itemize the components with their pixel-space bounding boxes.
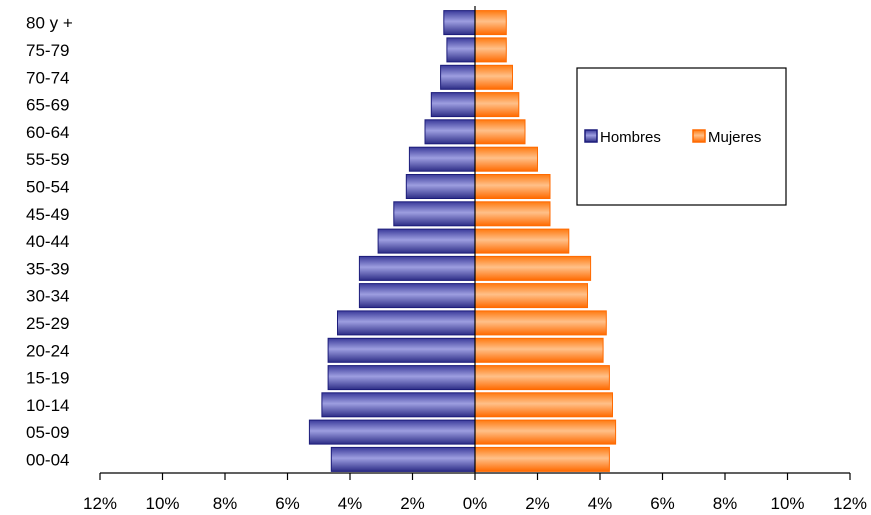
bar-mujeres-30-34 (474, 283, 588, 309)
legend-box (576, 67, 787, 206)
bar-hombres-10-14 (321, 392, 476, 418)
bar-mujeres-25-29 (474, 310, 607, 336)
bar-mujeres-20-24 (474, 337, 604, 363)
bar-mujeres-40-44 (474, 228, 570, 254)
x-tick-label: 6% (275, 494, 300, 513)
bar-hombres-00-04 (330, 446, 476, 472)
category-label: 75-79 (26, 41, 69, 60)
bar-mujeres-05-09 (474, 419, 617, 445)
x-tick-label: 4% (588, 494, 613, 513)
bar-mujeres-15-19 (474, 365, 610, 391)
bar-mujeres-75-79 (474, 37, 507, 63)
category-label: 80 y + (26, 14, 73, 33)
bar-hombres-25-29 (337, 310, 476, 336)
bars-group (308, 10, 617, 472)
category-label: 40-44 (26, 232, 69, 251)
x-tick-label: 12% (83, 494, 117, 513)
category-label: 35-39 (26, 259, 69, 278)
bar-hombres-30-34 (358, 283, 476, 309)
legend-swatch-mujeres (692, 129, 706, 143)
x-tick-label: 8% (713, 494, 738, 513)
bar-hombres-05-09 (308, 419, 476, 445)
category-label: 00-04 (26, 450, 69, 469)
category-label: 45-49 (26, 205, 69, 224)
bar-mujeres-10-14 (474, 392, 613, 418)
category-label: 25-29 (26, 314, 69, 333)
x-tick-label: 2% (525, 494, 550, 513)
bar-hombres-55-59 (408, 146, 476, 172)
category-label: 30-34 (26, 287, 69, 306)
bar-mujeres-00-04 (474, 446, 610, 472)
category-label: 50-54 (26, 178, 69, 197)
bar-hombres-75-79 (446, 37, 476, 63)
category-labels: 00-04 05-09 10-14 15-19 20-24 25-29 30-34 35-39… (26, 14, 73, 470)
category-label: 70-74 (26, 68, 69, 87)
category-label: 65-69 (26, 96, 69, 115)
legend-label-hombres: Hombres (600, 129, 661, 146)
x-tick-label: 4% (338, 494, 363, 513)
category-label: 05-09 (26, 423, 69, 442)
bar-hombres-50-54 (405, 174, 476, 199)
x-tick-label: 6% (650, 494, 675, 513)
x-ticks: 12% 10% 8% 6% 4% 2% 0% 2% 4% 6% 8% 10% 12% (83, 473, 867, 513)
bar-mujeres-55-59 (474, 146, 538, 172)
bar-hombres-20-24 (327, 337, 476, 363)
category-label: 60-64 (26, 123, 69, 142)
x-tick-label: 12% (833, 494, 867, 513)
bar-mujeres-70-74 (474, 64, 513, 90)
bar-mujeres-50-54 (474, 174, 551, 199)
x-tick-label: 0% (463, 494, 488, 513)
bar-mujeres-65-69 (474, 92, 520, 118)
bar-hombres-40-44 (377, 228, 476, 254)
bar-hombres-80-y-+ (443, 10, 476, 36)
category-label: 55-59 (26, 150, 69, 169)
bar-hombres-35-39 (358, 255, 476, 281)
bar-hombres-45-49 (393, 201, 476, 227)
category-label: 10-14 (26, 396, 69, 415)
x-tick-label: 2% (400, 494, 425, 513)
bar-mujeres-60-64 (474, 119, 526, 145)
bar-hombres-65-69 (430, 92, 476, 118)
bar-mujeres-80-y-+ (474, 10, 507, 36)
bar-mujeres-35-39 (474, 255, 592, 281)
bar-hombres-70-74 (440, 64, 476, 90)
category-label: 20-24 (26, 341, 69, 360)
legend: Hombres Mujeres (576, 67, 787, 206)
x-tick-label: 10% (145, 494, 179, 513)
bar-hombres-60-64 (424, 119, 476, 145)
legend-label-mujeres: Mujeres (708, 129, 761, 146)
category-label: 15-19 (26, 369, 69, 388)
x-tick-label: 10% (770, 494, 804, 513)
x-tick-label: 8% (213, 494, 238, 513)
bar-hombres-15-19 (327, 365, 476, 391)
bar-mujeres-45-49 (474, 201, 551, 227)
legend-swatch-hombres (584, 129, 598, 143)
